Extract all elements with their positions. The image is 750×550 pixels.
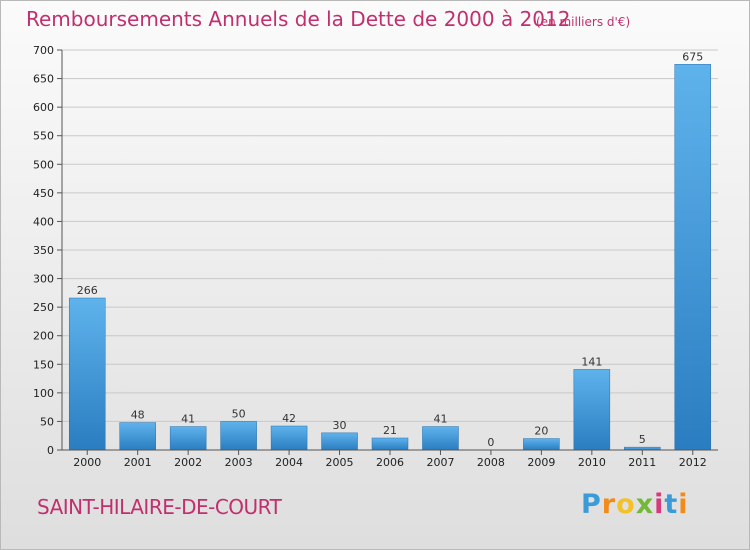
bar — [270, 425, 308, 451]
value-label: 5 — [639, 433, 646, 446]
y-tick-label: 600 — [33, 101, 54, 114]
y-tick-label: 200 — [33, 330, 54, 343]
x-tick-label: 2012 — [679, 456, 707, 469]
chart-subtitle: (en milliers d'€) — [536, 15, 631, 29]
x-tick-label: 2002 — [174, 456, 202, 469]
value-label: 0 — [487, 436, 494, 449]
y-tick-label: 350 — [33, 244, 54, 257]
value-label: 41 — [433, 413, 447, 426]
y-tick-label: 500 — [33, 158, 54, 171]
bars — [68, 64, 712, 451]
x-tick-label: 2005 — [326, 456, 354, 469]
value-label: 141 — [581, 355, 602, 368]
x-tick-label: 2010 — [578, 456, 606, 469]
bar — [321, 432, 358, 451]
value-label: 30 — [333, 419, 347, 432]
y-tick-label: 700 — [33, 44, 54, 57]
x-tick-label: 2009 — [527, 456, 555, 469]
bar — [422, 426, 459, 451]
y-tick-label: 300 — [33, 273, 54, 286]
x-tick-label: 2004 — [275, 456, 303, 469]
value-label: 675 — [682, 50, 703, 63]
y-tick-label: 650 — [33, 73, 54, 86]
bar — [220, 421, 257, 451]
y-tick-label: 50 — [40, 415, 54, 428]
value-label: 21 — [383, 424, 397, 437]
bar — [371, 437, 409, 451]
x-tick-label: 2003 — [225, 456, 253, 469]
bar — [674, 64, 712, 451]
value-label: 48 — [131, 409, 145, 422]
y-tick-label: 100 — [33, 387, 54, 400]
labels: 0501001502002503003504004505005506006507… — [33, 44, 707, 469]
y-tick-label: 400 — [33, 215, 54, 228]
y-tick-label: 550 — [33, 130, 54, 143]
gridlines — [62, 49, 718, 451]
x-tick-label: 2007 — [426, 456, 454, 469]
value-label: 20 — [534, 425, 548, 438]
y-tick-label: 0 — [47, 444, 54, 457]
x-tick-label: 2001 — [124, 456, 152, 469]
y-tick-label: 150 — [33, 358, 54, 371]
commune-name: SAINT-HILAIRE-DE-COURT — [37, 495, 282, 519]
value-label: 41 — [181, 413, 195, 426]
bar — [523, 438, 560, 451]
x-tick-label: 2011 — [628, 456, 656, 469]
y-tick-label: 250 — [33, 301, 54, 314]
bar — [573, 369, 611, 451]
y-tick-label: 450 — [33, 187, 54, 200]
value-label: 50 — [232, 407, 246, 420]
bar — [169, 426, 207, 451]
bar — [119, 422, 156, 451]
x-tick-label: 2000 — [73, 456, 101, 469]
value-label: 266 — [77, 284, 98, 297]
x-tick-label: 2006 — [376, 456, 404, 469]
axes — [57, 49, 718, 455]
value-label: 42 — [282, 412, 296, 425]
proxiti-logo[interactable]: Proxiti — [581, 489, 689, 520]
x-tick-label: 2008 — [477, 456, 505, 469]
bar — [68, 297, 106, 451]
chart-title: Remboursements Annuels de la Dette de 20… — [26, 7, 571, 31]
